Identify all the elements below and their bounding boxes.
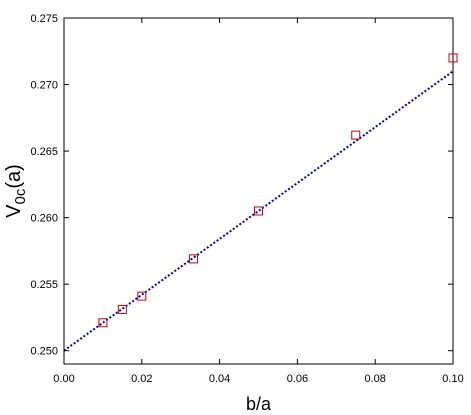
fit-line-group xyxy=(63,70,454,352)
x-tick-label: 0.06 xyxy=(287,373,308,385)
y-tick-label: 0.250 xyxy=(30,346,58,358)
y-axis-label: V0c(a) xyxy=(3,164,29,218)
x-tick-label: 0.10 xyxy=(442,373,463,385)
y-tick-label: 0.275 xyxy=(30,13,58,25)
x-tick-label: 0.00 xyxy=(53,373,74,385)
y-axis-ticks: 0.250 0.255 0.260 0.265 0.270 0.275 xyxy=(30,13,453,358)
x-tick-label: 0.02 xyxy=(131,373,152,385)
data-point xyxy=(189,254,199,264)
y-tick-label: 0.270 xyxy=(30,80,58,92)
x-tick-label: 0.08 xyxy=(364,373,385,385)
data-point xyxy=(448,53,458,63)
data-point xyxy=(137,291,147,301)
fit-line xyxy=(63,70,454,352)
data-point xyxy=(351,130,361,140)
y-axis-label-tail: (a) xyxy=(3,164,25,188)
data-markers xyxy=(98,53,458,328)
plot-frame xyxy=(63,17,454,365)
x-tick-label: 0.04 xyxy=(209,373,230,385)
x-axis-label: b/a xyxy=(246,394,272,414)
data-point xyxy=(254,206,263,216)
y-axis-label-main: V xyxy=(3,204,25,218)
y-axis-label-sub: 0c xyxy=(12,188,29,204)
y-tick-label: 0.265 xyxy=(30,146,58,158)
data-point xyxy=(98,318,108,328)
x-axis-ticks: 0.00 0.02 0.04 0.06 0.08 0.10 xyxy=(53,18,464,385)
data-point xyxy=(117,304,127,314)
y-tick-label: 0.260 xyxy=(30,213,58,225)
y-tick-label: 0.255 xyxy=(30,279,58,291)
